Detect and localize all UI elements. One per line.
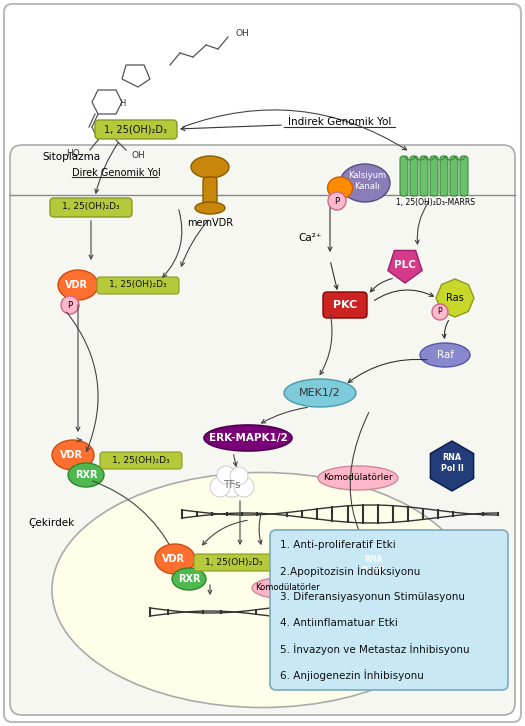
Ellipse shape <box>191 156 229 178</box>
FancyBboxPatch shape <box>100 452 182 469</box>
Circle shape <box>234 477 254 497</box>
Text: 1. Anti-proliferatif Etki: 1. Anti-proliferatif Etki <box>280 540 396 550</box>
Ellipse shape <box>420 343 470 367</box>
Text: 1, 25(OH)₂D₃: 1, 25(OH)₂D₃ <box>112 455 170 465</box>
Text: 1, 25(OH)₂D₃-MARRS: 1, 25(OH)₂D₃-MARRS <box>395 198 475 208</box>
Text: Ras: Ras <box>446 293 464 303</box>
Ellipse shape <box>328 177 352 199</box>
Text: PKC: PKC <box>333 300 357 310</box>
Ellipse shape <box>284 379 356 407</box>
Text: Kalsiyum
Kanalı: Kalsiyum Kanalı <box>348 171 386 191</box>
Text: memVDR: memVDR <box>187 218 233 228</box>
Text: İndirek Genomik Yol: İndirek Genomik Yol <box>288 117 392 127</box>
Ellipse shape <box>52 440 94 470</box>
FancyBboxPatch shape <box>203 177 217 205</box>
Text: RXR: RXR <box>178 574 200 584</box>
Ellipse shape <box>68 463 104 487</box>
FancyBboxPatch shape <box>95 120 177 139</box>
Text: Ca²⁺: Ca²⁺ <box>298 233 322 243</box>
FancyBboxPatch shape <box>450 156 458 196</box>
Text: 1, 25(OH)₂D₃: 1, 25(OH)₂D₃ <box>109 280 167 290</box>
Text: OH: OH <box>236 30 250 38</box>
FancyBboxPatch shape <box>430 156 438 196</box>
Circle shape <box>432 304 448 320</box>
Text: 3. Diferansiyasyonun Stimülasyonu: 3. Diferansiyasyonun Stimülasyonu <box>280 592 465 602</box>
Circle shape <box>61 296 79 314</box>
FancyBboxPatch shape <box>410 156 418 196</box>
Text: Çekirdek: Çekirdek <box>28 518 74 528</box>
Text: Sitoplazma: Sitoplazma <box>42 152 100 162</box>
Text: P: P <box>334 197 340 205</box>
Circle shape <box>328 192 346 210</box>
Text: 2.Apopitozisin İndüksiyonu: 2.Apopitozisin İndüksiyonu <box>280 565 421 577</box>
Text: OH: OH <box>132 150 146 160</box>
Text: 4. Antiınflamatuar Etki: 4. Antiınflamatuar Etki <box>280 618 398 628</box>
Text: VDR: VDR <box>65 280 88 290</box>
Text: HO: HO <box>66 149 80 158</box>
Ellipse shape <box>252 577 324 599</box>
FancyBboxPatch shape <box>97 277 179 294</box>
Text: PLC: PLC <box>394 260 416 270</box>
Text: 1, 25(OH)₂D₃: 1, 25(OH)₂D₃ <box>62 203 120 211</box>
Text: RNA
Pol II: RNA Pol II <box>362 555 384 575</box>
FancyBboxPatch shape <box>460 156 468 196</box>
Ellipse shape <box>318 466 398 490</box>
Text: RXR: RXR <box>75 470 97 480</box>
FancyBboxPatch shape <box>440 156 448 196</box>
Text: ERK-MAPK1/2: ERK-MAPK1/2 <box>208 433 287 443</box>
FancyBboxPatch shape <box>4 4 521 722</box>
FancyBboxPatch shape <box>400 156 408 196</box>
Text: VDR: VDR <box>162 554 184 564</box>
FancyBboxPatch shape <box>270 530 508 690</box>
FancyBboxPatch shape <box>50 198 132 217</box>
Text: P: P <box>438 308 442 317</box>
Ellipse shape <box>172 568 206 590</box>
Text: P: P <box>67 301 72 309</box>
Ellipse shape <box>195 202 225 214</box>
Text: H: H <box>119 99 125 107</box>
Circle shape <box>217 466 235 484</box>
Circle shape <box>218 469 246 497</box>
Ellipse shape <box>155 544 195 574</box>
Text: 6. Anjiogenezin İnhibisyonu: 6. Anjiogenezin İnhibisyonu <box>280 669 424 681</box>
Circle shape <box>210 477 230 497</box>
Text: RNA
Pol II: RNA Pol II <box>440 453 464 473</box>
FancyBboxPatch shape <box>323 292 367 318</box>
Text: MEK1/2: MEK1/2 <box>299 388 341 398</box>
Text: VDR: VDR <box>59 450 82 460</box>
Text: Komodülatörler: Komodülatörler <box>323 473 393 483</box>
Text: 5. İnvazyon ve Metastaz İnhibisyonu: 5. İnvazyon ve Metastaz İnhibisyonu <box>280 643 470 655</box>
Ellipse shape <box>204 425 292 451</box>
Text: Raf: Raf <box>436 350 454 360</box>
Text: TFs: TFs <box>223 480 241 490</box>
Text: 1, 25(OH)₂D₃: 1, 25(OH)₂D₃ <box>104 124 167 134</box>
Circle shape <box>230 467 248 485</box>
FancyBboxPatch shape <box>194 554 274 571</box>
Text: 1, 25(OH)₂D₃: 1, 25(OH)₂D₃ <box>205 558 263 566</box>
Ellipse shape <box>340 164 390 202</box>
FancyBboxPatch shape <box>420 156 428 196</box>
Ellipse shape <box>52 473 472 708</box>
FancyBboxPatch shape <box>10 145 515 715</box>
Text: Komodülatörler: Komodülatörler <box>256 584 320 592</box>
Text: Direk Genomik Yol: Direk Genomik Yol <box>72 168 161 178</box>
Ellipse shape <box>58 270 98 300</box>
